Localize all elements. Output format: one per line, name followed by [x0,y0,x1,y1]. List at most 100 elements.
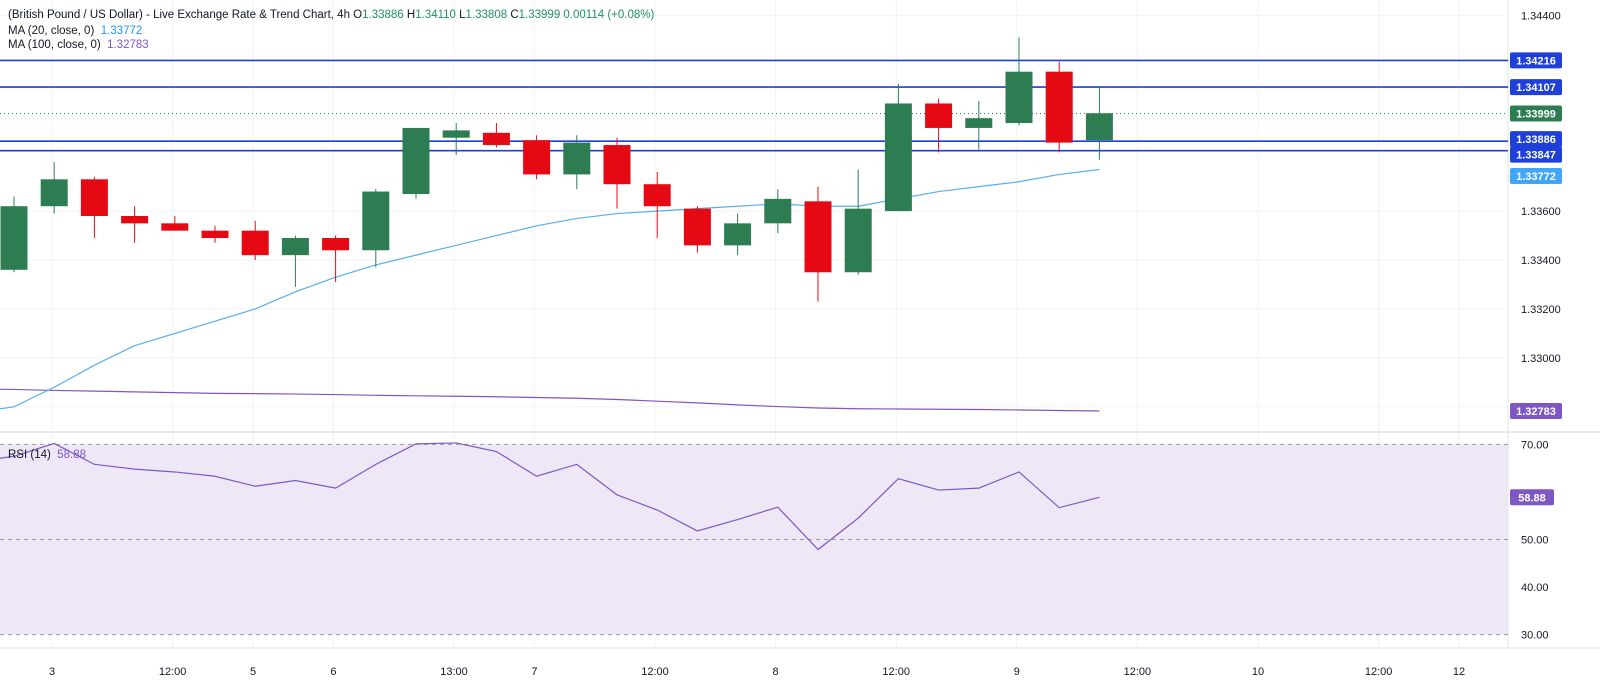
change-value: 0.00114 (+0.08%) [563,9,655,21]
bearish-candle [1045,61,1073,153]
price-badge-label: 1.33999 [1516,109,1556,121]
candle-body [643,184,671,207]
bearish-candle [603,137,631,209]
candle-body [925,103,953,128]
price-badge [1510,402,1562,419]
high-label: H [406,9,416,21]
rsi-pane [0,442,1508,636]
bearish-candle [683,206,711,253]
candle-body [161,223,189,231]
rsi-tick-label: 70.00 [1521,439,1549,451]
price-tick-label: 1.33400 [1521,255,1561,267]
open-value: 1.33886 [362,9,404,21]
rsi-badge [1510,489,1554,506]
rsi-tick-label: 30.00 [1521,630,1549,642]
candle-body [1085,113,1113,141]
time-tick-label: 5 [250,666,256,678]
symbol-title: (British Pound / US Dollar) - Live Excha… [8,9,350,21]
bearish-candle [241,220,269,261]
price-badge-label: 1.34216 [1516,55,1556,67]
rsi-tick-label: 40.00 [1521,582,1549,594]
candle-body [965,118,993,128]
candle-body [442,130,470,138]
price-badge-label: 1.33772 [1516,171,1556,183]
price-badge-label: 1.33847 [1516,150,1556,162]
bearish-candle [925,98,953,153]
time-tick-label: 3 [49,666,55,678]
time-tick-label: 9 [1014,666,1020,678]
ma20-legend[interactable]: MA (20, close, 0) 1.33772 [8,24,142,38]
price-badge [1510,168,1562,184]
bullish-candle [40,162,68,214]
candle-body [563,142,591,175]
bullish-candle [563,135,591,190]
time-tick-label: 12:00 [1365,666,1393,678]
candle-body [402,127,430,194]
bullish-candle [965,101,993,150]
bullish-candle [1085,86,1113,160]
candle-body [241,230,269,256]
candle-body [523,140,551,175]
candle-body [844,208,872,273]
candle-body [1005,71,1033,124]
price-badge [1510,79,1562,96]
time-tick-label: 6 [330,666,336,678]
low-label: L [459,9,466,21]
candle-body [201,230,229,239]
rsi-badge-label: 58.88 [1518,492,1546,504]
price-badge [1510,105,1562,122]
candle-body [281,238,309,256]
bearish-candle [643,171,671,239]
ma100-legend[interactable]: MA (100, close, 0) 1.32783 [8,38,149,52]
bearish-candle [322,235,350,283]
candle-body [1045,71,1073,143]
rsi-legend[interactable]: RSI (14) 58.88 [8,448,86,462]
ma100-label: MA (100, close, 0) [8,39,101,51]
rsi-label: RSI (14) [8,449,51,461]
price-tick-label: 1.33200 [1521,304,1561,316]
bearish-candle [804,186,832,302]
price-tick-label: 1.33600 [1521,206,1561,218]
close-value: 1.33999 [518,9,561,21]
bullish-candle [724,213,752,256]
bullish-candle [442,123,470,155]
bullish-candle [884,83,912,212]
candle-body [40,179,68,207]
candle-body [362,191,390,251]
bullish-candle [764,189,792,234]
rsi-tick-label: 50.00 [1521,535,1549,547]
time-tick-label: 10 [1252,666,1264,678]
candle-body [80,179,108,216]
rsi-line [0,442,1100,551]
bullish-candle [362,189,390,268]
time-tick-label: 12 [1453,666,1465,678]
time-tick-label: 12:00 [641,666,669,678]
bullish-candle [844,169,872,275]
bearish-candle [121,206,149,243]
price-badge [1510,146,1562,163]
candle-body [724,223,752,246]
ma20-value: 1.33772 [100,25,143,37]
candle-body [683,208,711,246]
candle-body [0,206,28,270]
bearish-candle [80,176,108,239]
bearish-candle [201,225,229,243]
time-tick-label: 8 [773,666,779,678]
candle-body [804,201,832,273]
candle-body [322,238,350,251]
price-badge-label: 1.33886 [1516,134,1556,146]
close-label: C [510,9,519,21]
ma20-label: MA (20, close, 0) [8,25,95,37]
time-tick-label: 12:00 [882,666,910,678]
bearish-candle [161,216,189,231]
candle-body [764,198,792,224]
time-tick-label: 12:00 [159,666,187,678]
price-pane [0,37,1508,412]
axis-layer: 1.34400 1.33600 1.33400 1.33200 1.33000 1.342… [0,10,1600,678]
bearish-candle [482,123,510,148]
time-tick-label: 13:00 [440,666,468,678]
price-tick-label: 1.34400 [1521,10,1561,22]
time-tick-label: 12:00 [1124,666,1152,678]
candle-body [121,216,149,224]
